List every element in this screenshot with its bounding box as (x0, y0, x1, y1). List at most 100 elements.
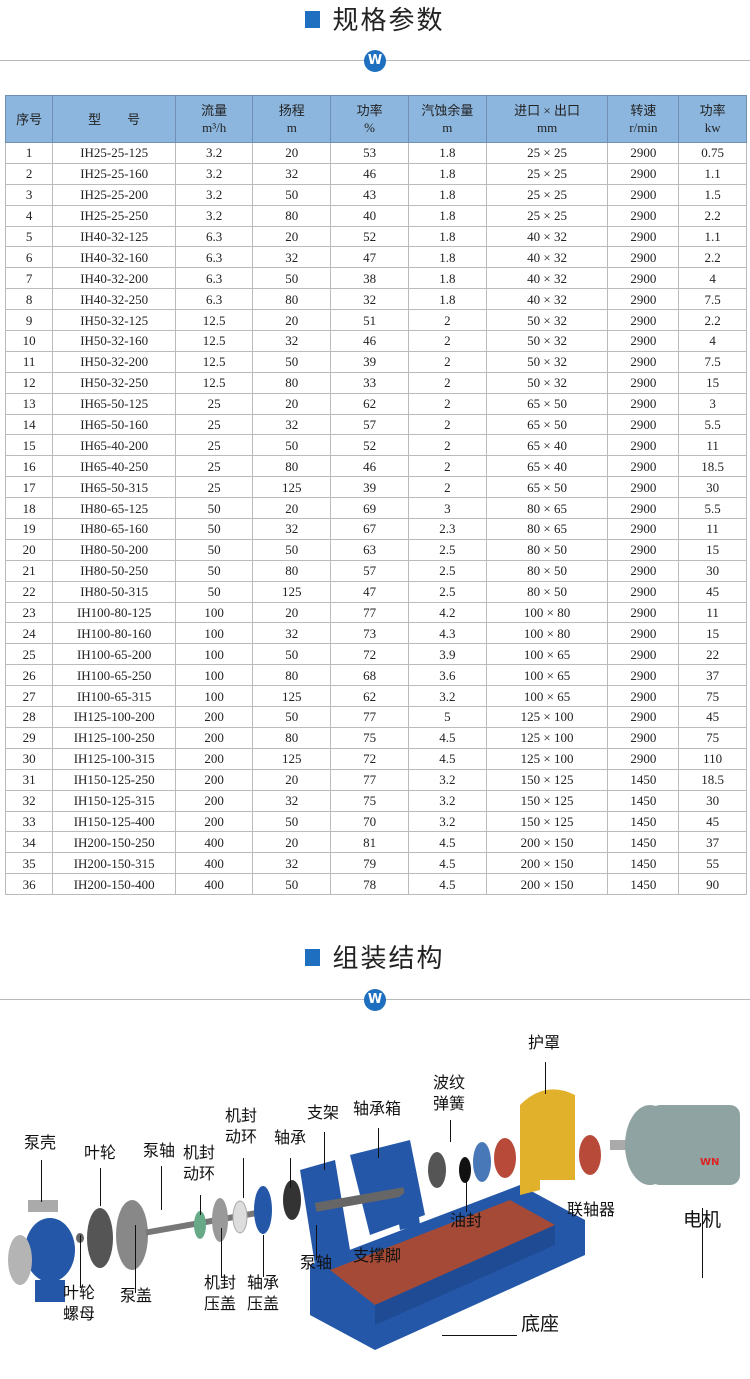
table-cell: 45 (678, 580, 747, 603)
table-cell: 50 (174, 538, 254, 561)
table-cell: 80 (252, 455, 332, 478)
table-cell: 2900 (607, 413, 680, 436)
table-cell: 2900 (607, 497, 680, 520)
leader-line (442, 1335, 517, 1336)
table-cell: 25 (174, 392, 254, 415)
table-cell: 100 (174, 664, 254, 687)
table-cell: 75 (678, 685, 747, 708)
table-cell: 2900 (607, 747, 680, 770)
table-cell: 27 (4, 685, 54, 708)
table-cell: 25 (174, 476, 254, 499)
table-cell: 20 (252, 392, 332, 415)
table-cell: 25 × 25 (485, 183, 609, 206)
table-cell: 400 (174, 831, 254, 854)
leader-line (161, 1166, 162, 1210)
table-cell: IH100-65-250 (52, 664, 176, 687)
bearing-image (283, 1180, 301, 1220)
table-cell: 80 × 50 (485, 538, 609, 561)
table-cell: IH65-40-250 (52, 455, 176, 478)
table-cell: 32 (330, 288, 409, 311)
table-cell: 150 × 125 (485, 768, 609, 791)
table-row: 29 IH125-100-250 200 80 75 4.5 125 × 100 2900 75 (4, 726, 747, 749)
table-cell: 62 (330, 685, 409, 708)
table-row: 10 IH50-32-160 12.5 32 46 2 50 × 32 2900 4 (4, 330, 747, 352)
table-cell: 33 (4, 810, 54, 833)
column-header-title: 型 号 (88, 111, 141, 127)
table-cell: IH65-50-160 (52, 413, 176, 436)
table-cell: 2.5 (407, 580, 487, 603)
table-cell: 7.5 (678, 350, 747, 373)
table-row: 14 IH65-50-160 25 32 57 2 65 × 50 2900 5.5 (4, 413, 747, 436)
table-cell: 50 (252, 267, 332, 290)
table-cell: 75 (678, 726, 747, 749)
table-cell: 200 (174, 789, 254, 812)
table-cell: 4.5 (407, 831, 487, 854)
table-cell: 46 (330, 330, 409, 352)
label-pump-casing: 泵壳 (24, 1133, 57, 1152)
table-cell: 2.2 (678, 204, 747, 227)
label-guard: 护罩 (528, 1033, 561, 1052)
table-cell: 12.5 (174, 330, 254, 352)
leader-line (41, 1160, 42, 1202)
table-cell: 2900 (607, 371, 680, 394)
column-header-unit: m³/h (202, 120, 227, 135)
table-cell: IH100-80-125 (52, 601, 176, 624)
label-support-foot: 支撑脚 (353, 1246, 402, 1265)
table-cell: 3 (407, 497, 487, 520)
table-cell: 75 (330, 789, 409, 812)
spec-table: 序号 型 号 流量 m³/h 扬程 m 功率% 汽蚀余量 m 进口 × 出口 mm 转速 r/min 功率… (4, 95, 747, 896)
table-cell: IH50-32-125 (52, 309, 176, 332)
table-cell: 51 (330, 309, 409, 332)
table-cell: 4 (4, 204, 54, 227)
table-cell: 2900 (607, 204, 680, 227)
table-cell: 2900 (607, 267, 680, 290)
table-cell: 50 (174, 497, 254, 520)
table-cell: 53 (330, 142, 409, 164)
table-cell: 2900 (607, 643, 680, 666)
table-cell: 200 × 150 (485, 873, 609, 896)
table-cell: 32 (252, 852, 332, 875)
table-cell: 52 (330, 434, 409, 457)
table-cell: 39 (330, 350, 409, 373)
table-cell: 150 × 125 (485, 810, 609, 833)
table-cell: 50 × 32 (485, 330, 609, 352)
table-cell: 81 (330, 831, 409, 854)
table-cell: 67 (330, 518, 409, 540)
table-cell: 4 (678, 267, 747, 290)
table-cell: 100 × 80 (485, 601, 609, 624)
table-cell: IH50-32-250 (52, 371, 176, 394)
table-cell: 2 (407, 309, 487, 332)
table-cell: 32 (252, 246, 332, 269)
table-cell: 1.1 (678, 225, 747, 248)
table-cell: 31 (4, 768, 54, 791)
label-bearing-box: 轴承箱 (353, 1099, 402, 1118)
table-cell: 65 × 50 (485, 413, 609, 436)
table-cell: 80 (252, 559, 332, 582)
table-row: 25 IH100-65-200 100 50 72 3.9 100 × 65 2900 22 (4, 643, 747, 666)
label-pump-cover: 泵盖 (120, 1286, 153, 1305)
table-cell: 36 (4, 873, 54, 896)
table-cell: 72 (330, 747, 409, 770)
section-title-specs: 规格参数 (0, 0, 750, 37)
table-cell: 125 (252, 747, 332, 770)
table-cell: 45 (678, 810, 747, 833)
table-cell: 30 (678, 789, 747, 812)
table-cell: 50 × 32 (485, 371, 609, 394)
table-row: 32 IH150-125-315 200 32 75 3.2 150 × 125 1450 30 (4, 789, 747, 812)
leader-line (450, 1120, 451, 1142)
pump-casing-image (8, 1200, 75, 1302)
table-row: 27 IH100-65-315 100 125 62 3.2 100 × 65 2900 75 (4, 685, 747, 708)
table-cell: 3.2 (174, 162, 254, 185)
label-impeller: 叶轮 (84, 1143, 117, 1162)
leader-line (316, 1225, 317, 1260)
table-cell: 2900 (607, 183, 680, 206)
table-cell: 3.2 (174, 142, 254, 164)
table-cell: IH65-50-125 (52, 392, 176, 415)
table-row: 34 IH200-150-250 400 20 81 4.5 200 × 150 1450 37 (4, 831, 747, 854)
column-header: 型 号 (52, 95, 176, 143)
table-cell: 80 × 65 (485, 497, 609, 520)
table-cell: 5.5 (678, 413, 747, 436)
table-cell: 40 × 32 (485, 267, 609, 290)
label-bearing-cover: 轴承 压盖 (247, 1273, 280, 1313)
table-cell: 80 × 65 (485, 518, 609, 540)
